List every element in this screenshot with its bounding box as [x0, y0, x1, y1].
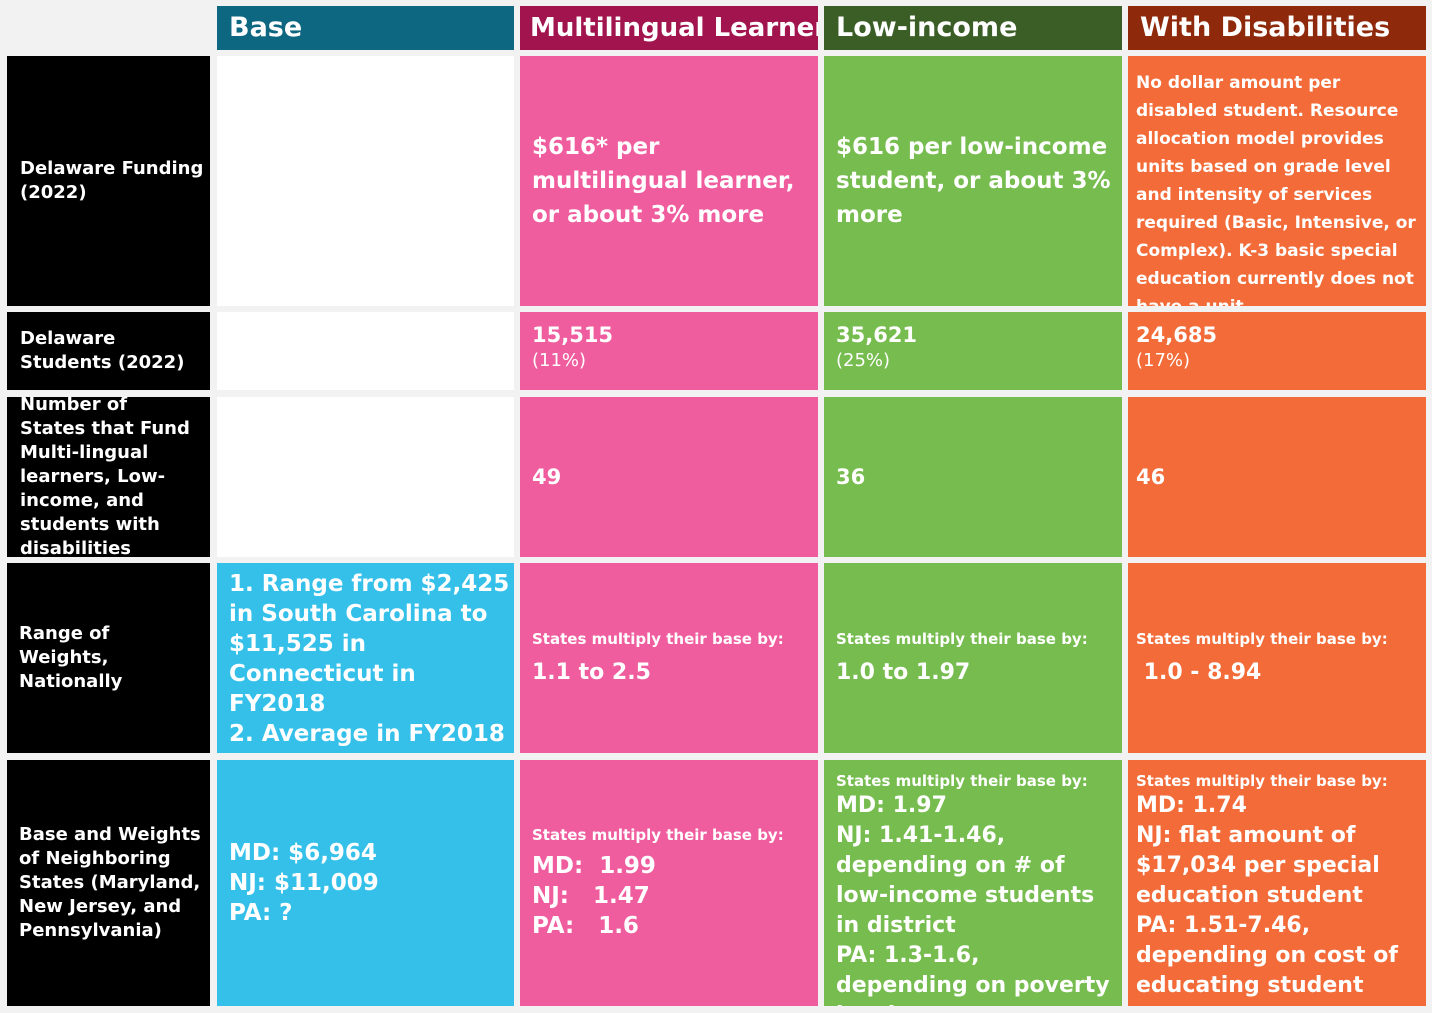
student-count: 35,621 — [836, 323, 918, 347]
cell-students-base — [217, 312, 514, 390]
cell-text: 36 — [836, 465, 866, 489]
cell-text: $616* per multilingual learner, or about… — [532, 134, 795, 228]
column-header-label: Low-income — [836, 12, 1018, 43]
cell-states-low-income: 36 — [824, 397, 1122, 557]
cell-neighbor-low-income: States multiply their base by: MD: 1.97 … — [824, 760, 1122, 1006]
row-label-neighboring-states: Base and Weights of Neighboring States (… — [7, 760, 210, 1006]
multiplier-note: States multiply their base by: — [532, 630, 784, 648]
cell-text: 49 — [532, 465, 562, 489]
multiplier-note: States multiply their base by: — [532, 826, 784, 844]
column-header-low-income: Low-income — [824, 6, 1122, 50]
column-header-label: With Disabilities — [1140, 12, 1391, 43]
cell-text: MD: 1.97 NJ: 1.41-1.46, depending on # o… — [836, 793, 1110, 1006]
multiplier-note: States multiply their base by: — [1136, 630, 1388, 648]
cell-states-disabilities: 46 — [1128, 397, 1426, 557]
cell-text: 1.0 - 8.94 — [1136, 660, 1262, 685]
row-label-text: Base and Weights of Neighboring States (… — [19, 824, 201, 941]
row-label-text: Range of Weights, Nationally — [19, 623, 123, 692]
column-header-label: Base — [229, 12, 303, 43]
cell-students-multilingual: 15,515 (11%) — [520, 312, 818, 390]
cell-text: $616 per low-income student, or about 3%… — [836, 134, 1111, 228]
column-header-label: Multilingual Learner — [530, 13, 818, 43]
cell-funding-multilingual: $616* per multilingual learner, or about… — [520, 56, 818, 306]
cell-text: MD: 1.99 NJ: 1.47 PA: 1.6 — [532, 853, 656, 939]
cell-funding-disabilities: No dollar amount per disabled student. R… — [1128, 56, 1426, 306]
cell-text: MD: 1.74 NJ: flat amount of $17,034 per … — [1136, 793, 1398, 998]
multiplier-note: States multiply their base by: — [1136, 772, 1388, 790]
cell-neighbor-base: MD: $6,964 NJ: $11,009 PA: ? — [217, 760, 514, 1006]
row-label-text: Delaware Students (2022) — [20, 328, 185, 373]
column-header-with-disabilities: With Disabilities — [1128, 6, 1426, 50]
column-header-base: Base — [217, 6, 514, 50]
cell-neighbor-multilingual: States multiply their base by: MD: 1.99 … — [520, 760, 818, 1006]
cell-states-base — [217, 397, 514, 557]
multiplier-note: States multiply their base by: — [836, 772, 1088, 790]
row-label-delaware-funding: Delaware Funding (2022) — [7, 56, 210, 306]
row-label-range-of-weights: Range of Weights, Nationally — [7, 563, 210, 753]
cell-funding-base — [217, 56, 514, 306]
cell-text: MD: $6,964 NJ: $11,009 PA: ? — [229, 840, 379, 926]
student-percent: (11%) — [532, 350, 587, 371]
cell-range-multilingual: States multiply their base by: 1.1 to 2.… — [520, 563, 818, 753]
student-count: 24,685 — [1136, 323, 1218, 347]
cell-text: No dollar amount per disabled student. R… — [1136, 73, 1416, 306]
cell-range-base: 1. Range from $2,425 in South Carolina t… — [217, 563, 514, 753]
cell-neighbor-disabilities: States multiply their base by: MD: 1.74 … — [1128, 760, 1426, 1006]
row-label-number-of-states: Number of States that Fund Multi-lingual… — [7, 397, 210, 557]
cell-text: 46 — [1136, 465, 1166, 489]
cell-range-disabilities: States multiply their base by: 1.0 - 8.9… — [1128, 563, 1426, 753]
student-count: 15,515 — [532, 323, 614, 347]
cell-funding-low-income: $616 per low-income student, or about 3%… — [824, 56, 1122, 306]
cell-text: 1.0 to 1.97 — [836, 660, 971, 685]
row-label-text: Number of States that Fund Multi-lingual… — [20, 397, 190, 557]
cell-students-low-income: 35,621 (25%) — [824, 312, 1122, 390]
cell-text: 1.1 to 2.5 — [532, 660, 651, 685]
cell-text: 1. Range from $2,425 in South Carolina t… — [229, 571, 510, 753]
student-percent: (17%) — [1136, 350, 1191, 371]
row-label-text: Delaware Funding (2022) — [20, 158, 204, 203]
student-percent: (25%) — [836, 350, 891, 371]
row-label-delaware-students: Delaware Students (2022) — [7, 312, 210, 390]
multiplier-note: States multiply their base by: — [836, 630, 1088, 648]
column-header-multilingual-learner: Multilingual Learner — [520, 6, 818, 50]
cell-states-multilingual: 49 — [520, 397, 818, 557]
cell-range-low-income: States multiply their base by: 1.0 to 1.… — [824, 563, 1122, 753]
cell-students-disabilities: 24,685 (17%) — [1128, 312, 1426, 390]
